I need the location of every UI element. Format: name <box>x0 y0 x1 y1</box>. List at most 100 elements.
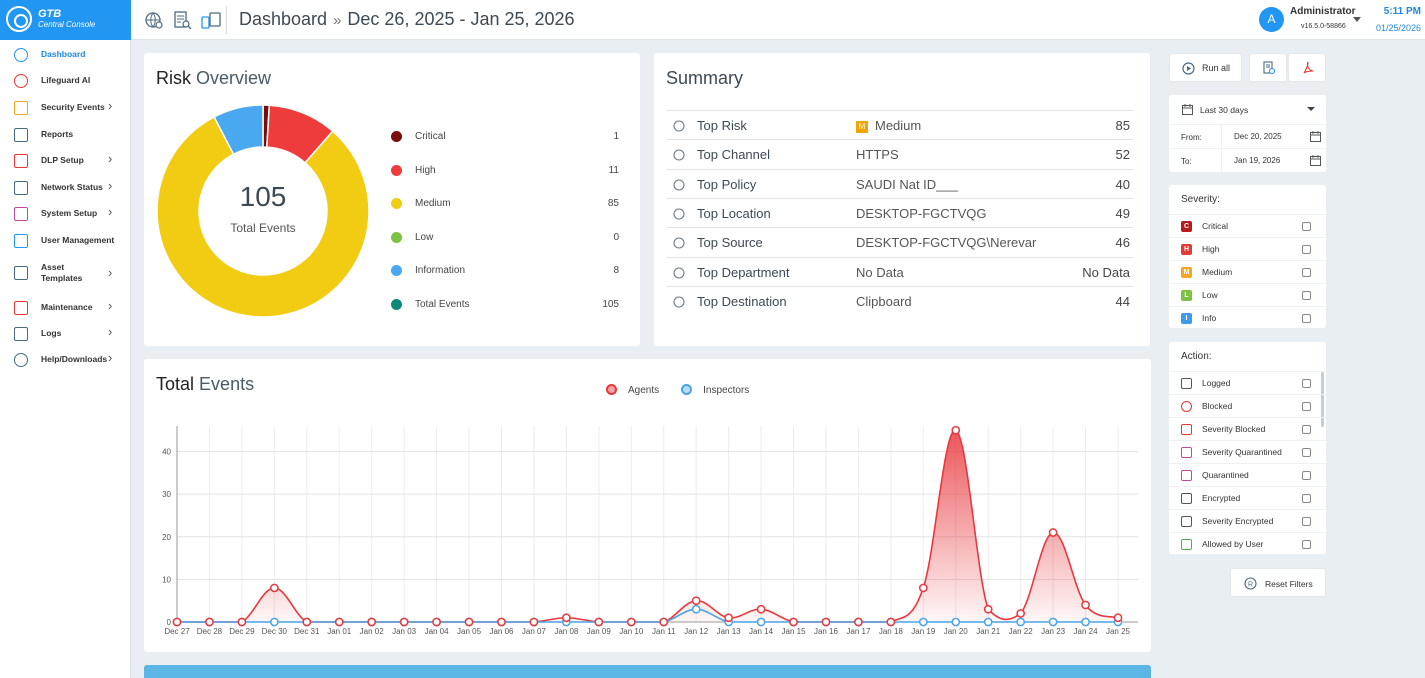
action-filter-blocked[interactable]: Blocked <box>1169 394 1326 417</box>
donut-slice-information[interactable] <box>213 104 264 156</box>
severity-checkbox[interactable] <box>1302 268 1311 277</box>
agents-point[interactable] <box>691 596 701 606</box>
agents-point[interactable] <box>334 617 344 627</box>
action-filter-severity-encrypted[interactable]: Severity Encrypted <box>1169 509 1326 532</box>
agents-point[interactable] <box>789 617 798 627</box>
inspectors-point[interactable] <box>1048 617 1058 627</box>
agents-point[interactable] <box>205 617 214 627</box>
action-checkbox[interactable] <box>1302 448 1311 457</box>
agents-point[interactable] <box>756 604 766 614</box>
severity-checkbox[interactable] <box>1302 222 1311 231</box>
report-search-icon[interactable] <box>172 10 192 30</box>
risk-legend-item[interactable]: High 11 <box>391 160 631 180</box>
severity-filter-high[interactable]: H High <box>1169 237 1326 260</box>
sidebar-item-maintenance[interactable]: Maintenance › <box>0 296 131 320</box>
agents-point[interactable] <box>464 617 474 627</box>
agents-point[interactable] <box>237 617 247 627</box>
agents-point[interactable] <box>1081 600 1090 610</box>
action-filter-logged[interactable]: Logged <box>1169 371 1326 394</box>
action-checkbox[interactable] <box>1302 494 1311 503</box>
inspectors-point[interactable] <box>983 617 993 627</box>
action-filter-quarantined[interactable]: Quarantined <box>1169 463 1326 486</box>
summary-row[interactable]: Top Destination Clipboard 44 <box>667 285 1133 315</box>
action-scrollbar[interactable] <box>1321 372 1324 427</box>
calendar-icon[interactable] <box>1310 131 1321 142</box>
chart-legend-item[interactable]: Inspectors <box>681 384 749 396</box>
sidebar-item-dashboard[interactable]: Dashboard <box>0 43 131 67</box>
agents-point[interactable] <box>594 617 604 627</box>
agents-point[interactable] <box>367 617 377 627</box>
user-menu-caret-icon[interactable] <box>1353 17 1361 22</box>
action-filter-encrypted[interactable]: Encrypted <box>1169 486 1326 509</box>
inspectors-point[interactable] <box>918 617 928 627</box>
severity-checkbox[interactable] <box>1302 314 1311 323</box>
agents-point[interactable] <box>562 613 571 623</box>
action-filter-severity-quarantined[interactable]: Severity Quarantined <box>1169 440 1326 463</box>
agents-point[interactable] <box>886 617 896 627</box>
sidebar-item-reports[interactable]: Reports <box>0 123 131 147</box>
summary-row[interactable]: Top Policy SAUDI Nat ID___ 40 <box>667 168 1133 198</box>
risk-legend-item[interactable]: Medium 85 <box>391 193 631 213</box>
inspectors-point[interactable] <box>691 604 701 614</box>
action-checkbox[interactable] <box>1302 379 1311 388</box>
severity-filter-low[interactable]: L Low <box>1169 283 1326 306</box>
agents-point[interactable] <box>497 617 506 627</box>
action-checkbox[interactable] <box>1302 517 1311 526</box>
risk-legend-item[interactable]: Total Events 105 <box>391 294 631 314</box>
sidebar-item-help-downloads[interactable]: Help/Downloads › <box>0 348 131 372</box>
severity-filter-medium[interactable]: M Medium <box>1169 260 1326 283</box>
severity-checkbox[interactable] <box>1302 245 1311 254</box>
chart-legend-item[interactable]: Agents <box>606 384 659 396</box>
severity-filter-info[interactable]: I Info <box>1169 306 1326 329</box>
globe-settings-icon[interactable] <box>144 10 164 30</box>
summary-row[interactable]: Top Channel HTTPS 52 <box>667 139 1133 168</box>
export-report-button[interactable] <box>1249 53 1287 82</box>
summary-row[interactable]: Top Risk M Medium 85 <box>667 110 1133 139</box>
from-date-input[interactable]: Dec 20, 2025 <box>1221 125 1326 149</box>
severity-checkbox[interactable] <box>1302 291 1311 300</box>
action-checkbox[interactable] <box>1302 402 1311 411</box>
sidebar-item-logs[interactable]: Logs › <box>0 322 131 346</box>
date-preset-select[interactable]: Last 30 days <box>1169 95 1326 124</box>
calendar-icon[interactable] <box>1310 155 1321 166</box>
agents-point[interactable] <box>659 617 669 627</box>
summary-row[interactable]: Top Source DESKTOP-FGCTVQG\Nerevar 46 <box>667 227 1133 256</box>
export-pdf-button[interactable] <box>1288 53 1326 82</box>
sidebar-item-asset-templates[interactable]: Asset Templates › <box>0 261 131 285</box>
brand-logo[interactable]: GTB Central Console <box>0 0 131 40</box>
risk-legend-item[interactable]: Critical 1 <box>391 126 631 146</box>
inspectors-point[interactable] <box>951 617 961 627</box>
agents-point[interactable] <box>399 617 409 627</box>
user-name[interactable]: Administrator <box>1290 6 1356 17</box>
donut-slice-medium[interactable] <box>156 115 370 318</box>
devices-icon[interactable] <box>201 10 221 30</box>
agents-point[interactable] <box>951 425 961 435</box>
agents-point[interactable] <box>724 613 733 623</box>
run-all-button[interactable]: Run all <box>1169 53 1242 82</box>
agents-point[interactable] <box>529 617 539 627</box>
risk-legend-item[interactable]: Low 0 <box>391 227 631 247</box>
risk-legend-item[interactable]: Information 8 <box>391 260 631 280</box>
agents-point[interactable] <box>854 617 863 627</box>
agents-point[interactable] <box>172 617 182 627</box>
sidebar-item-user-management[interactable]: User Management <box>0 229 131 253</box>
agents-point[interactable] <box>626 617 636 627</box>
agents-point[interactable] <box>1016 609 1026 618</box>
inspectors-point[interactable] <box>756 617 766 627</box>
summary-row[interactable]: Top Department No Data No Data <box>667 256 1133 286</box>
agents-point[interactable] <box>302 617 312 627</box>
sidebar-item-network-status[interactable]: Network Status › <box>0 176 131 200</box>
severity-filter-critical[interactable]: C Critical <box>1169 214 1326 237</box>
sidebar-item-security-events[interactable]: Security Events › <box>0 96 131 120</box>
agents-point[interactable] <box>1113 613 1123 623</box>
sidebar-item-lifeguard-ai[interactable]: Lifeguard AI <box>0 69 131 93</box>
agents-point[interactable] <box>821 617 831 627</box>
to-date-input[interactable]: Jan 19, 2026 <box>1221 149 1326 173</box>
sidebar-item-dlp-setup[interactable]: DLP Setup › <box>0 149 131 173</box>
agents-point[interactable] <box>918 583 928 593</box>
action-checkbox[interactable] <box>1302 540 1311 549</box>
inspectors-point[interactable] <box>1081 617 1090 627</box>
avatar[interactable]: A <box>1259 7 1284 32</box>
inspectors-point[interactable] <box>1016 617 1026 627</box>
action-checkbox[interactable] <box>1302 425 1311 434</box>
